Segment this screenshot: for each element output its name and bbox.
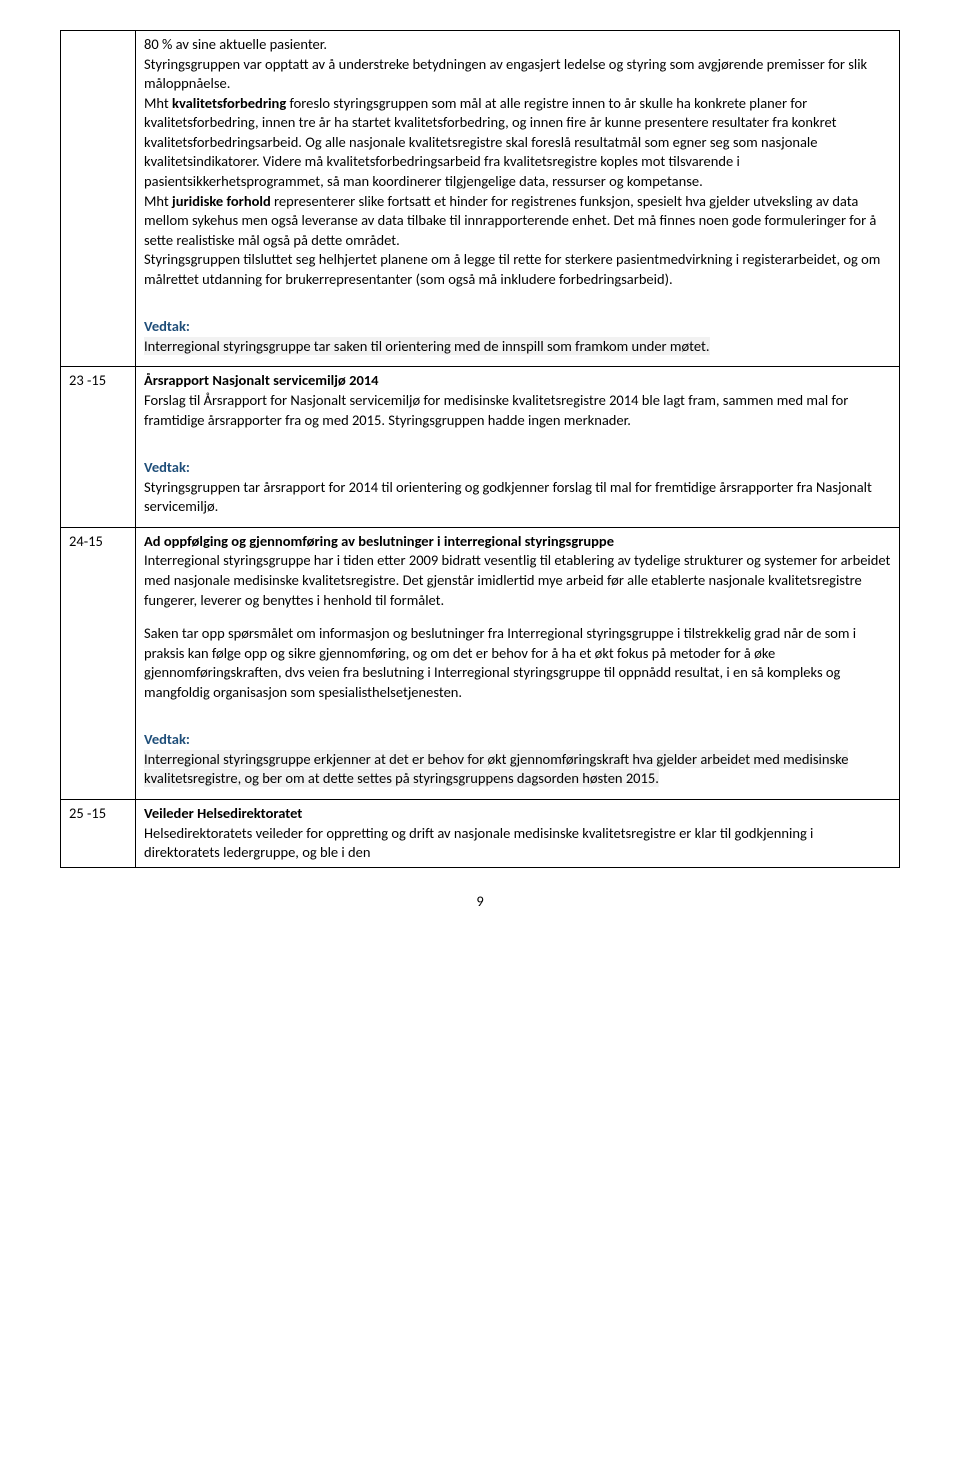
paragraph: Forslag til Årsrapport for Nasjonalt ser… bbox=[144, 391, 891, 430]
paragraph: Styringsgruppen tilsluttet seg helhjerte… bbox=[144, 250, 891, 289]
highlighted-text: Interregional styringsgruppe erkjenner a… bbox=[144, 750, 848, 788]
agenda-table: 80 % av sine aktuelle pasienter. Styring… bbox=[60, 30, 900, 868]
paragraph: 80 % av sine aktuelle pasienter. bbox=[144, 35, 891, 55]
paragraph: Mht kvalitetsforbedring foreslo styrings… bbox=[144, 94, 891, 192]
paragraph: Styringsgruppen var opptatt av å underst… bbox=[144, 55, 891, 94]
vedtak-text: Interregional styringsgruppe erkjenner a… bbox=[144, 750, 891, 789]
spacer bbox=[144, 430, 891, 444]
vedtak-label: Vedtak: bbox=[144, 730, 891, 750]
paragraph: Helsedirektoratets veileder for oppretti… bbox=[144, 824, 891, 863]
spacer bbox=[144, 289, 891, 303]
vedtak-text: Interregional styringsgruppe tar saken t… bbox=[144, 337, 891, 357]
paragraph: Mht juridiske forhold representerer slik… bbox=[144, 192, 891, 251]
row-id: 23 -15 bbox=[69, 371, 106, 389]
spacer bbox=[144, 517, 891, 523]
highlighted-text: Interregional styringsgruppe tar saken t… bbox=[144, 337, 710, 355]
spacer bbox=[144, 610, 891, 624]
table-row: 80 % av sine aktuelle pasienter. Styring… bbox=[61, 31, 900, 367]
row-title: Veileder Helsedirektoratet bbox=[144, 804, 891, 824]
document-page: 80 % av sine aktuelle pasienter. Styring… bbox=[0, 0, 960, 951]
table-row: 24-15 Ad oppfølging og gjennomføring av … bbox=[61, 527, 900, 799]
vedtak-label: Vedtak: bbox=[144, 458, 891, 478]
paragraph: Interregional styringsgruppe har i tiden… bbox=[144, 551, 891, 610]
row-content-cell: Veileder Helsedirektoratet Helsedirektor… bbox=[136, 800, 900, 868]
page-number: 9 bbox=[60, 892, 900, 912]
row-title: Årsrapport Nasjonalt servicemiljø 2014 bbox=[144, 371, 891, 391]
row-id: 25 -15 bbox=[69, 804, 106, 822]
text: Mht bbox=[144, 192, 172, 210]
paragraph: Saken tar opp spørsmålet om informasjon … bbox=[144, 624, 891, 702]
text: Mht bbox=[144, 94, 172, 112]
row-content-cell: Årsrapport Nasjonalt servicemiljø 2014 F… bbox=[136, 367, 900, 527]
row-id-cell: 23 -15 bbox=[61, 367, 136, 527]
table-row: 23 -15 Årsrapport Nasjonalt servicemiljø… bbox=[61, 367, 900, 527]
spacer bbox=[144, 356, 891, 362]
row-id-cell: 25 -15 bbox=[61, 800, 136, 868]
row-title: Ad oppfølging og gjennomføring av beslut… bbox=[144, 532, 891, 552]
bold-text: kvalitetsforbedring bbox=[172, 94, 286, 112]
spacer bbox=[144, 702, 891, 716]
row-id: 24-15 bbox=[69, 532, 103, 550]
table-row: 25 -15 Veileder Helsedirektoratet Helsed… bbox=[61, 800, 900, 868]
row-content-cell: 80 % av sine aktuelle pasienter. Styring… bbox=[136, 31, 900, 367]
vedtak-text: Styringsgruppen tar årsrapport for 2014 … bbox=[144, 478, 891, 517]
row-id-cell: 24-15 bbox=[61, 527, 136, 799]
vedtak-label: Vedtak: bbox=[144, 317, 891, 337]
row-content-cell: Ad oppfølging og gjennomføring av beslut… bbox=[136, 527, 900, 799]
bold-text: juridiske forhold bbox=[172, 192, 271, 210]
row-id-cell bbox=[61, 31, 136, 367]
spacer bbox=[144, 789, 891, 795]
